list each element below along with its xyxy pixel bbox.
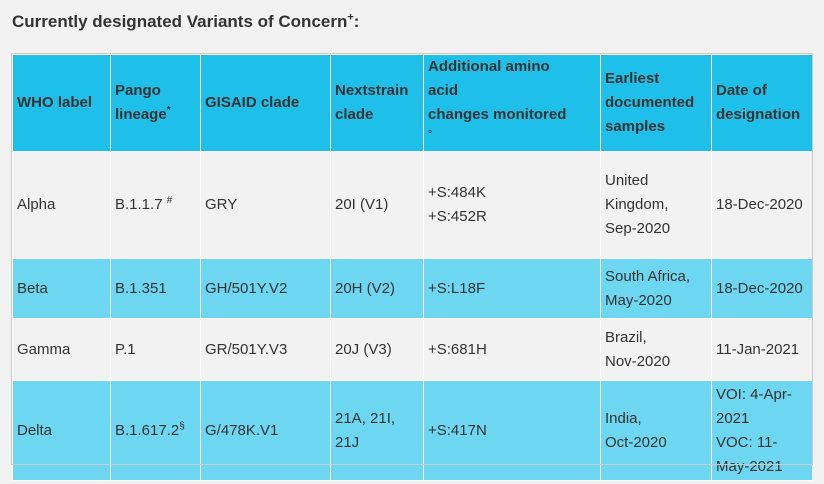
header-earliest-samples: Earliest documented samples	[600, 54, 712, 152]
cell-nextstrain-clade: 21A, 21I, 21J	[330, 380, 424, 481]
cell-designation-date: 18-Dec-2020	[711, 258, 813, 319]
table-header-row: WHO label Pango lineage* GISAID clade Ne…	[12, 54, 813, 152]
header-gisaid-clade: GISAID clade	[200, 54, 331, 152]
cell-gisaid-clade: GR/501Y.V3	[200, 318, 331, 381]
cell-pango-lineage: B.1.1.7 #	[110, 151, 201, 259]
cell-pango-lineage: P.1	[110, 318, 201, 381]
heading-text: Currently designated Variants of Concern	[12, 12, 348, 31]
cell-earliest-samples: Brazil, Nov-2020	[600, 318, 712, 381]
cell-nextstrain-clade: 20I (V1)	[330, 151, 424, 259]
cell-nextstrain-clade: 20H (V2)	[330, 258, 424, 319]
cell-gisaid-clade: G/478K.V1	[200, 380, 331, 481]
header-nextstrain-clade: Nextstrain clade	[330, 54, 424, 152]
cell-amino-changes: +S:484K +S:452R	[423, 151, 601, 259]
cell-earliest-samples: United Kingdom, Sep-2020	[600, 151, 712, 259]
table-row: Gamma P.1 GR/501Y.V3 20J (V3) +S:681H Br…	[12, 318, 813, 381]
cell-gisaid-clade: GRY	[200, 151, 331, 259]
cell-earliest-samples: South Africa, May-2020	[600, 258, 712, 319]
cell-nextstrain-clade: 20J (V3)	[330, 318, 424, 381]
cell-gisaid-clade: GH/501Y.V2	[200, 258, 331, 319]
header-amino-acid-changes: Additional amino acid changes monitored °	[423, 54, 601, 152]
cell-designation-date: 18-Dec-2020	[711, 151, 813, 259]
cell-who-label: Delta	[12, 380, 111, 481]
table-row: Beta B.1.351 GH/501Y.V2 20H (V2) +S:L18F…	[12, 258, 813, 319]
cell-designation-date: 11-Jan-2021	[711, 318, 813, 381]
cell-pango-lineage: B.1.351	[110, 258, 201, 319]
table-row: Delta B.1.617.2§ G/478K.V1 21A, 21I, 21J …	[12, 380, 813, 481]
heading-colon: :	[353, 12, 360, 31]
cell-who-label: Alpha	[12, 151, 111, 259]
cell-who-label: Beta	[12, 258, 111, 319]
cell-who-label: Gamma	[12, 318, 111, 381]
cell-pango-lineage: B.1.617.2§	[110, 380, 201, 481]
cell-earliest-samples: India, Oct-2020	[600, 380, 712, 481]
heading-footnote-marker: +	[347, 11, 354, 24]
variants-table: WHO label Pango lineage* GISAID clade Ne…	[12, 54, 813, 481]
header-pango-lineage: Pango lineage*	[110, 54, 201, 152]
table-row: Alpha B.1.1.7 # GRY 20I (V1) +S:484K +S:4…	[12, 151, 813, 259]
cell-designation-date: VOI: 4-Apr- 2021 VOC: 11- May-2021	[711, 380, 813, 481]
cell-amino-changes: +S:681H	[423, 318, 601, 381]
cell-amino-changes: +S:L18F	[423, 258, 601, 319]
header-date-designation: Date of designation	[711, 54, 813, 152]
header-who-label: WHO label	[12, 54, 111, 152]
cell-amino-changes: +S:417N	[423, 380, 601, 481]
page-heading: Currently designated Variants of Concern…	[12, 12, 359, 32]
